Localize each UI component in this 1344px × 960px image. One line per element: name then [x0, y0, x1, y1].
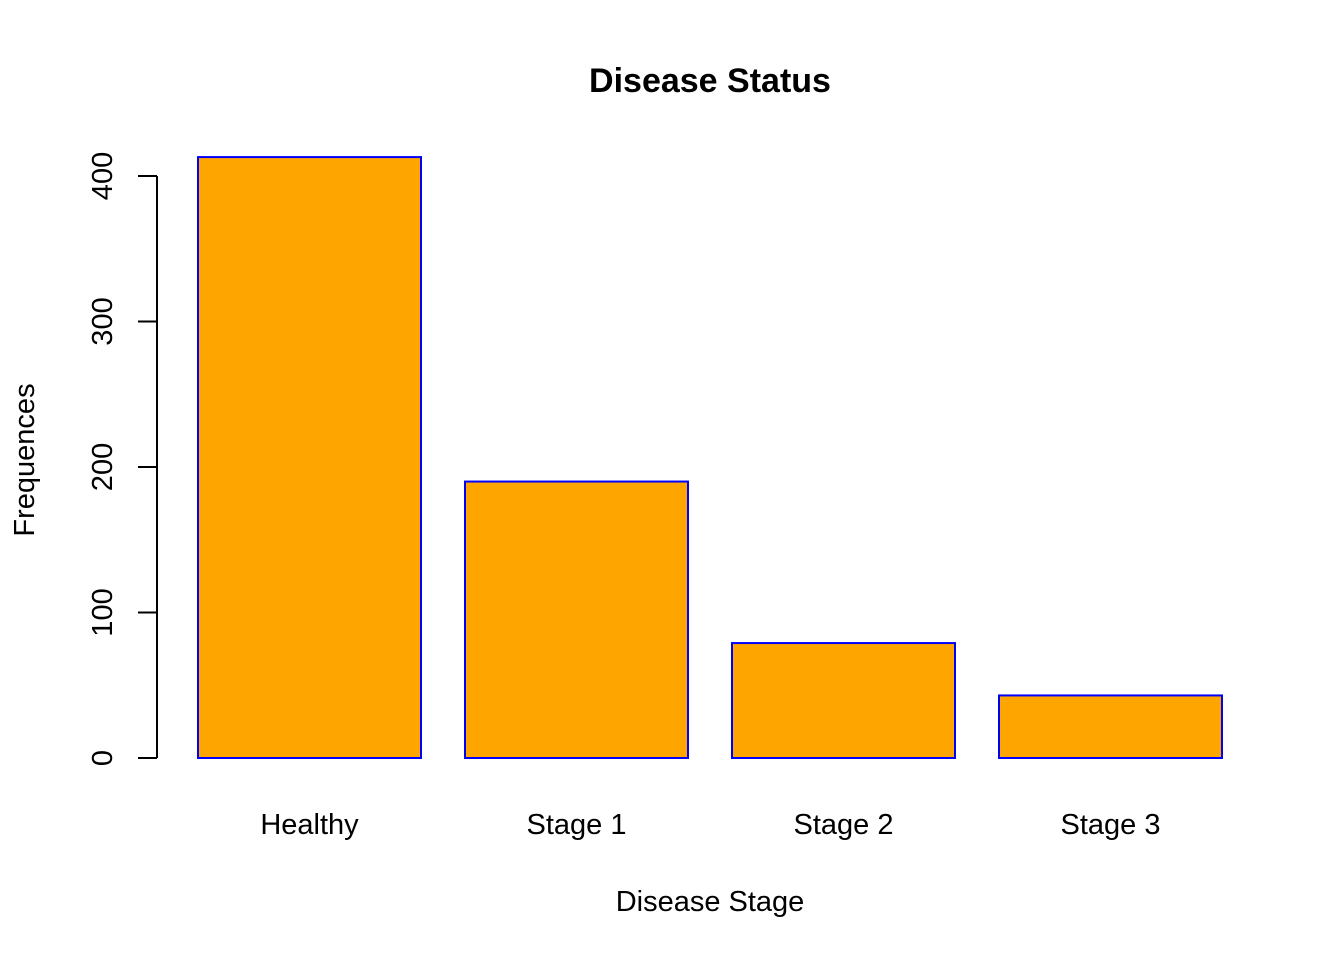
y-axis: 0 100 200 300 400 — [87, 152, 158, 766]
x-tick-labels: Healthy Stage 1 Stage 2 Stage 3 — [260, 809, 1160, 841]
bar-stage-3 — [998, 694, 1223, 759]
x-tick-label: Stage 2 — [794, 809, 894, 841]
bar-stage-2 — [731, 642, 956, 759]
chart-title: Disease Status — [589, 62, 831, 100]
y-tick-label: 400 — [87, 152, 119, 200]
y-tick-label: 100 — [87, 588, 119, 636]
y-tick-label: 200 — [87, 443, 119, 491]
y-axis-label: Frequences — [9, 383, 41, 536]
bars-group — [197, 156, 1223, 759]
bar-stage-1 — [464, 480, 689, 759]
x-tick-label: Healthy — [260, 809, 359, 841]
y-tick-label: 0 — [87, 750, 119, 766]
y-tick-label: 300 — [87, 297, 119, 345]
x-axis-label: Disease Stage — [616, 886, 805, 918]
bar-healthy — [197, 156, 422, 759]
x-tick-label: Stage 1 — [527, 809, 627, 841]
x-tick-label: Stage 3 — [1061, 809, 1161, 841]
